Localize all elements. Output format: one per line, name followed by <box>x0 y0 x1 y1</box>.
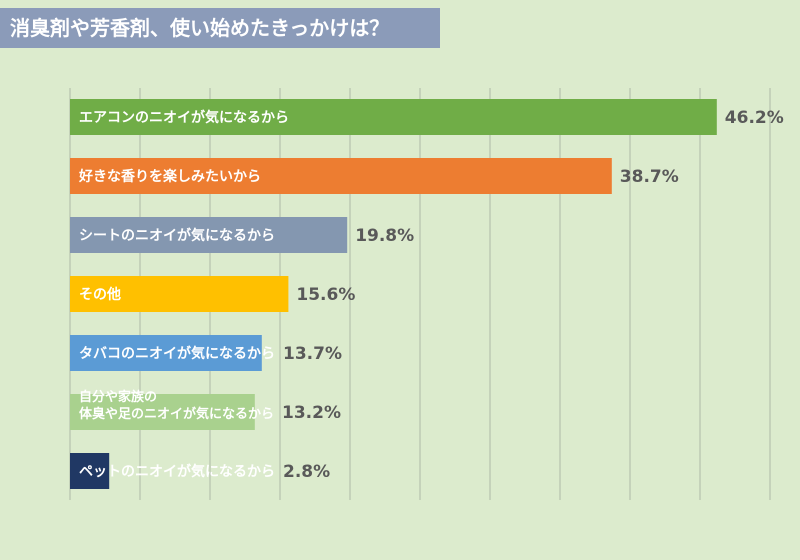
category-label: 体臭や足のニオイが気になるから <box>79 406 274 422</box>
value-label: 13.7% <box>283 344 342 364</box>
bar <box>70 276 289 312</box>
category-label: 自分や家族の <box>79 389 157 405</box>
chart-title: 消臭剤や芳香剤、使い始めたきっかけは？ <box>0 8 440 48</box>
value-label: 38.7% <box>620 167 679 187</box>
bar <box>70 335 262 371</box>
bar <box>70 453 110 489</box>
category-label: エアコンのニオイが気になるから <box>79 109 289 126</box>
value-label: 46.2% <box>725 108 784 128</box>
value-label: 13.2% <box>282 403 341 423</box>
bar <box>70 99 717 135</box>
bar <box>70 394 255 430</box>
value-label: 2.8% <box>283 462 330 482</box>
value-label: 19.8% <box>355 226 414 246</box>
category-label: タバコのニオイが気になるから <box>79 345 275 362</box>
category-label: 好きな香りを楽しみたいから <box>78 168 261 185</box>
category-label: ペットのニオイが気になるから <box>79 463 275 480</box>
value-label: 15.6% <box>296 285 355 305</box>
category-label: その他 <box>79 286 121 303</box>
bar <box>70 158 612 194</box>
category-label: シートのニオイが気になるから <box>79 227 275 244</box>
bar <box>70 217 348 253</box>
